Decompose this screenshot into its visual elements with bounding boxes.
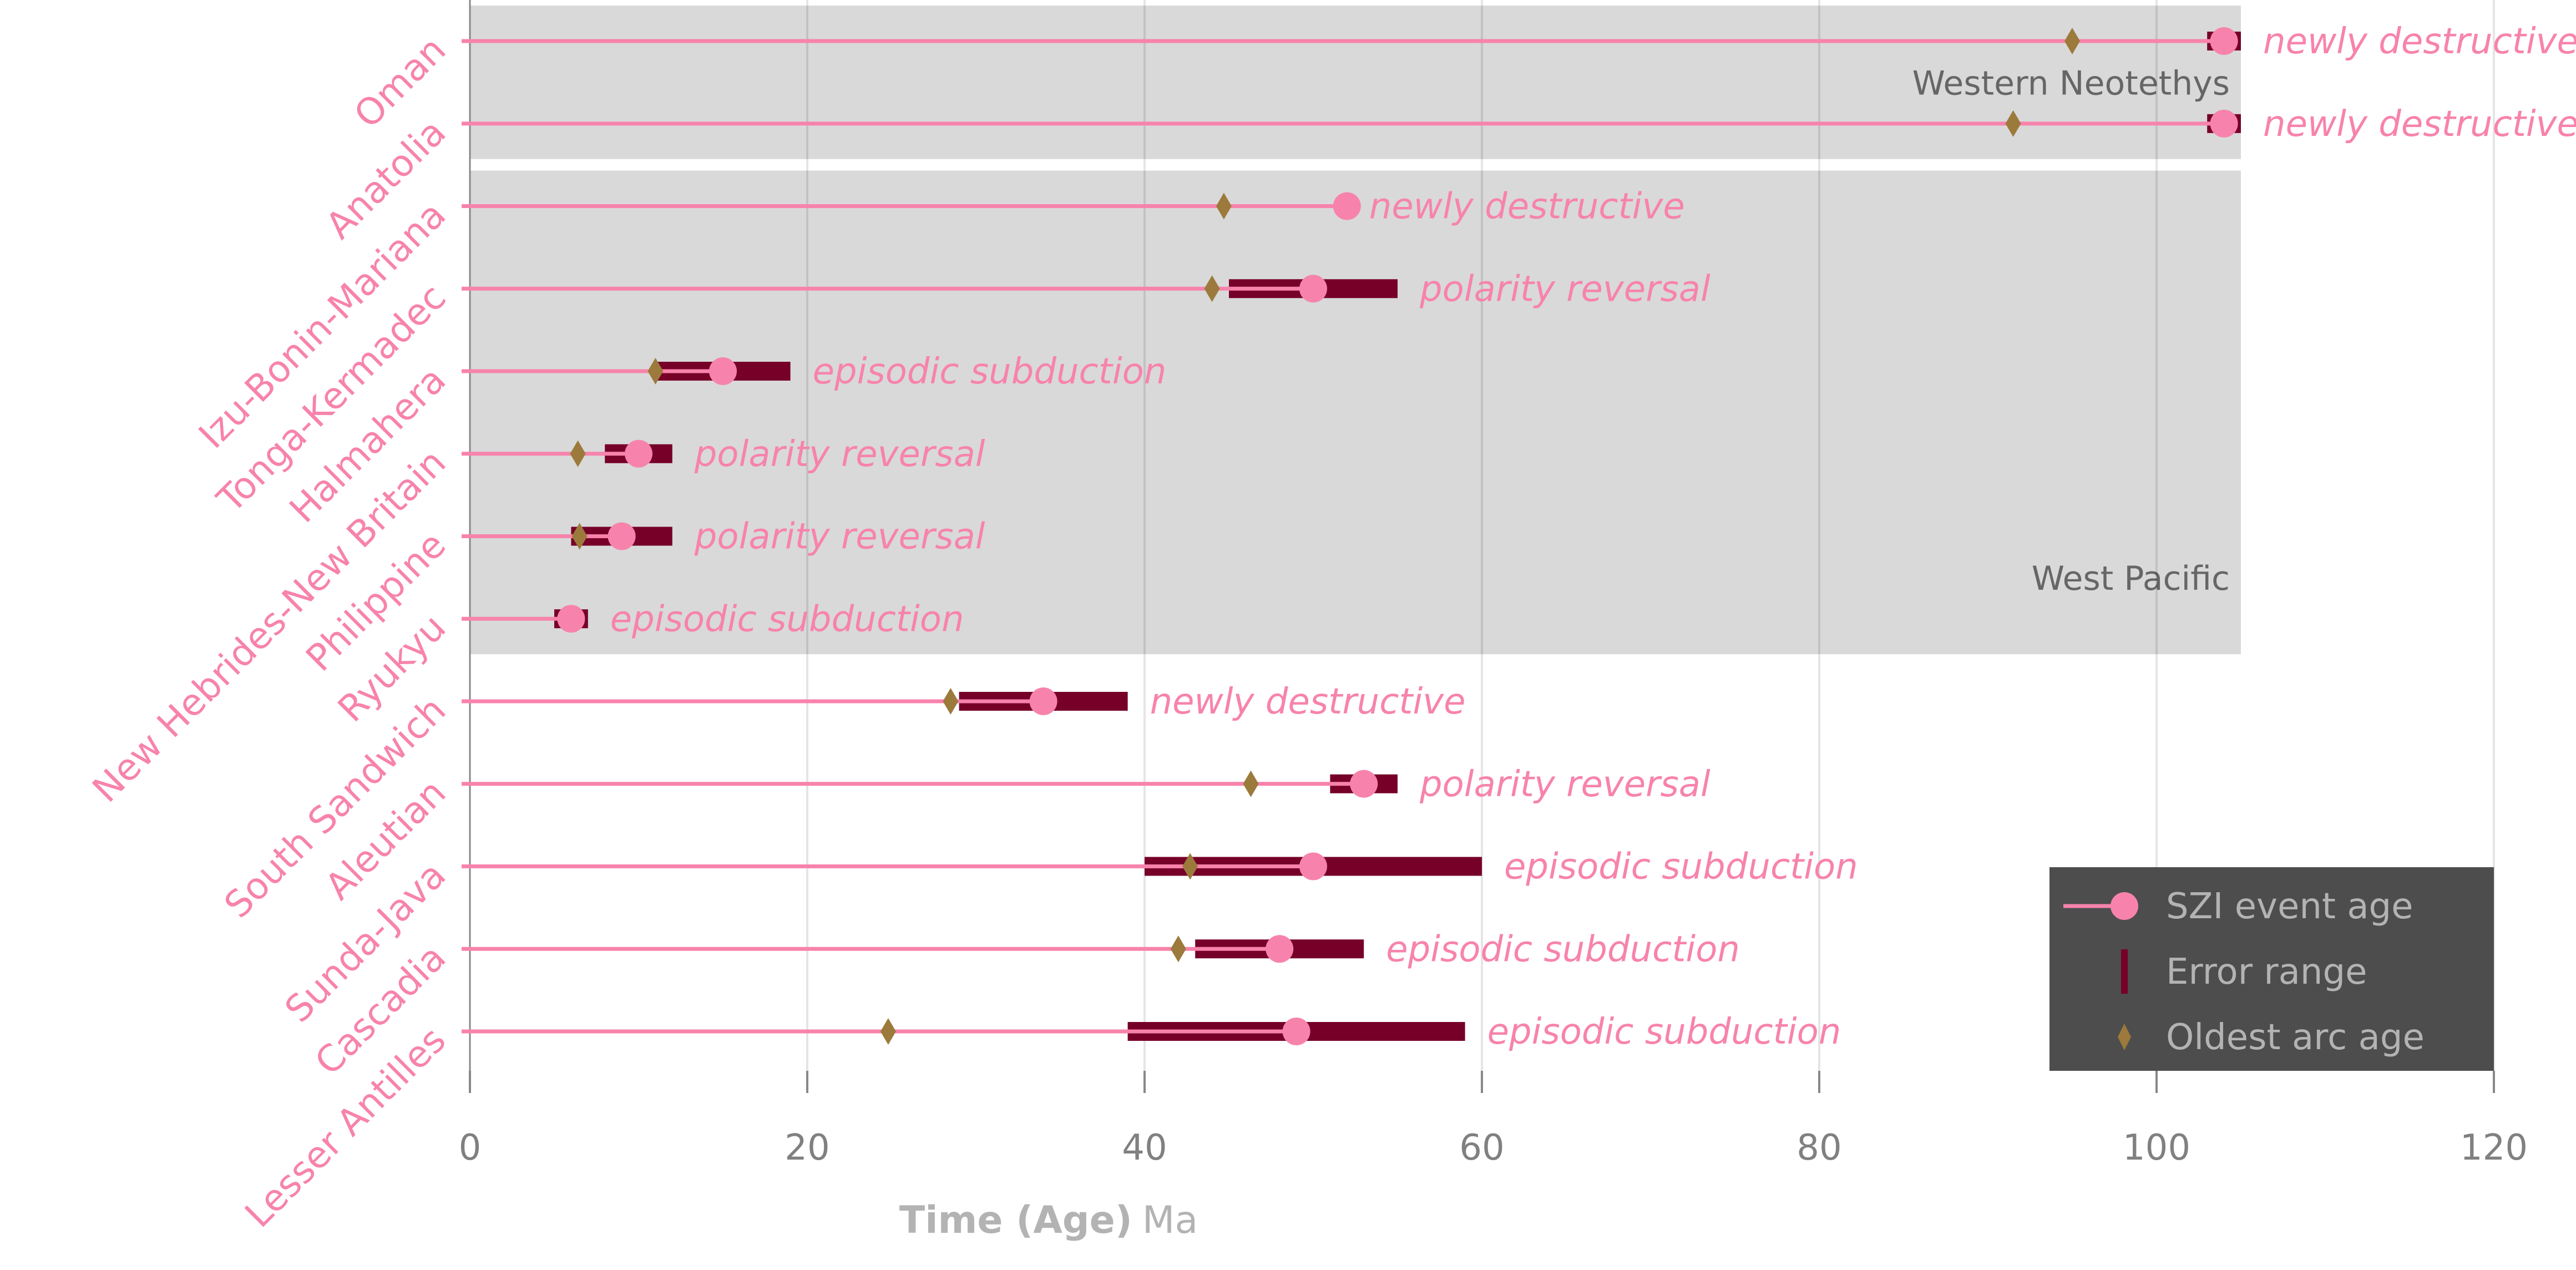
event-circle (1350, 770, 1378, 798)
arc-age-diamond (943, 688, 959, 715)
event-type-label: episodic subduction (610, 599, 964, 640)
legend-label: Error range (2166, 952, 2367, 993)
event-circle (557, 605, 585, 633)
arc-age-diamond (1204, 275, 1220, 302)
arc-age-diamond (1243, 770, 1259, 797)
region-0 (470, 6, 2241, 159)
event-type-label: polarity reversal (694, 434, 985, 475)
event-circle (2210, 109, 2238, 138)
x-axis-label: Time (Age) Ma (899, 1198, 1198, 1242)
legend-label: SZI event age (2166, 886, 2413, 927)
region-label: West Pacific (2032, 559, 2230, 598)
row-label: Oman (346, 28, 454, 136)
event-circle (709, 357, 737, 385)
legend-bar-icon (2121, 949, 2128, 994)
arc-age-diamond (570, 440, 586, 467)
legend-item-0: SZI event age (2063, 886, 2413, 927)
event-circle (1029, 687, 1057, 715)
x-tick-label: 120 (2460, 1127, 2528, 1168)
x-tick-label: 20 (785, 1127, 829, 1168)
event-circle (608, 522, 636, 550)
event-type-label: newly destructive (1369, 186, 1685, 227)
event-circle (2210, 27, 2238, 55)
event-circle (1266, 935, 1294, 963)
x-tick-label: 0 (459, 1127, 482, 1168)
event-type-label: episodic subduction (1487, 1011, 1841, 1053)
arc-age-diamond (1216, 193, 1232, 220)
event-circle (625, 439, 652, 468)
event-type-label: episodic subduction (1386, 929, 1740, 970)
event-circle (1333, 192, 1361, 220)
arc-age-diamond (1170, 935, 1186, 963)
legend-item-2: Oldest arc age (2118, 1017, 2425, 1058)
event-type-label: polarity reversal (1419, 269, 1710, 310)
arc-age-diamond (880, 1018, 896, 1045)
arc-age-diamond (647, 358, 664, 384)
legend-item-1: Error range (2121, 949, 2367, 994)
legend-label: Oldest arc age (2166, 1017, 2425, 1058)
event-type-label: polarity reversal (694, 517, 985, 558)
event-type-label: episodic subduction (813, 351, 1167, 392)
legend-diamond-icon (2118, 1024, 2131, 1050)
event-type-label: newly destructive (2263, 104, 2576, 145)
region-label: Western Neotethys (1912, 64, 2230, 103)
arc-age-diamond (1182, 853, 1198, 880)
x-axis-label-unit: Ma (1142, 1198, 1198, 1242)
x-tick-label: 100 (2123, 1127, 2190, 1168)
x-tick-label: 40 (1122, 1127, 1167, 1168)
event-type-label: newly destructive (1150, 681, 1466, 722)
arc-age-diamond (2005, 110, 2021, 137)
event-circle (1299, 852, 1327, 881)
arc-age-diamond (571, 523, 588, 550)
event-type-label: newly destructive (2263, 21, 2576, 62)
region-1 (470, 170, 2241, 655)
event-type-label: episodic subduction (1504, 847, 1858, 888)
arc-age-diamond (2064, 28, 2080, 54)
legend-circle-icon (2111, 892, 2138, 920)
event-circle (1299, 275, 1327, 303)
event-circle (1282, 1018, 1310, 1045)
x-tick-label: 80 (1796, 1127, 1841, 1168)
x-axis-label-bold: Time (Age) (899, 1198, 1132, 1242)
event-type-label: polarity reversal (1419, 764, 1710, 805)
x-tick-label: 60 (1459, 1127, 1504, 1168)
